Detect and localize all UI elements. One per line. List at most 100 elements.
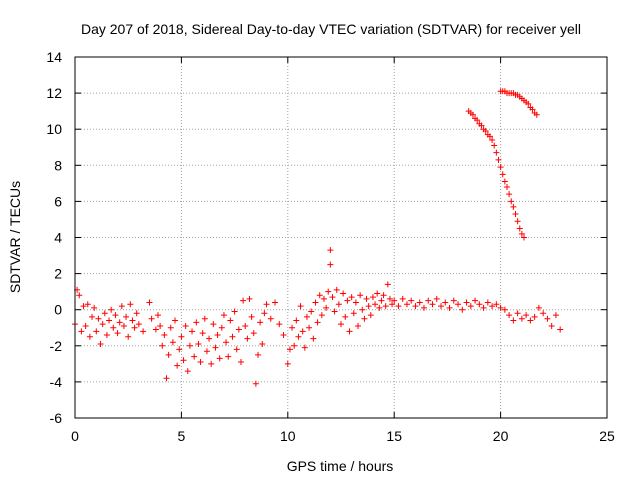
data-point-series-0: [382, 303, 389, 310]
data-point-series-0: [374, 290, 381, 297]
data-point-series-0: [412, 303, 419, 310]
data-point-series-0: [220, 312, 227, 319]
y-tick-label: 0: [54, 302, 62, 318]
data-point-series-0: [280, 331, 287, 338]
data-point-series-0: [544, 315, 551, 322]
data-point-series-0: [165, 351, 172, 358]
data-point-series-0: [286, 346, 293, 353]
data-point-series-1: [491, 142, 498, 149]
data-point-series-0: [231, 308, 238, 315]
data-point-series-0: [329, 294, 336, 301]
data-point-series-1: [514, 218, 521, 225]
data-point-series-0: [369, 294, 376, 301]
x-axis-label: GPS time / hours: [287, 458, 394, 474]
data-point-series-0: [131, 324, 138, 331]
data-point-series-0: [340, 290, 347, 297]
data-point-series-0: [127, 301, 134, 308]
data-point-series-2: [529, 106, 536, 113]
data-point-series-0: [293, 317, 300, 324]
data-point-series-1: [486, 133, 493, 140]
data-point-series-0: [380, 292, 387, 299]
data-point-series-0: [518, 315, 525, 322]
data-point-series-0: [399, 295, 406, 302]
data-point-series-0: [463, 299, 470, 306]
data-point-series-0: [118, 303, 125, 310]
data-point-series-0: [312, 299, 319, 306]
data-point-series-0: [510, 317, 517, 324]
data-point-series-0: [169, 339, 176, 346]
data-point-series-0: [408, 297, 415, 304]
data-point-series-0: [152, 326, 159, 333]
data-point-series-0: [184, 368, 191, 375]
data-point-series-0: [527, 317, 534, 324]
data-point-series-0: [308, 308, 315, 315]
data-point-series-1: [516, 225, 523, 232]
data-point-series-0: [363, 295, 370, 302]
data-point-series-0: [76, 292, 83, 299]
data-point-series-0: [501, 306, 508, 313]
data-point-series-0: [250, 330, 257, 337]
grid-lines: [75, 57, 607, 418]
data-point-series-0: [365, 303, 372, 310]
data-point-series-0: [252, 380, 259, 387]
data-point-series-0: [208, 360, 215, 367]
data-point-series-0: [535, 304, 542, 311]
data-point-series-0: [133, 310, 140, 317]
data-point-series-0: [384, 281, 391, 288]
plot-frame: [74, 56, 608, 419]
data-point-series-0: [97, 340, 104, 347]
y-tick-label: 4: [54, 230, 62, 246]
data-point-series-1: [510, 203, 517, 210]
data-point-series-0: [314, 319, 321, 326]
data-point-series-0: [327, 247, 334, 254]
x-tick-label: 15: [386, 428, 402, 444]
data-point-series-0: [235, 326, 242, 333]
data-point-series-0: [172, 317, 179, 324]
data-point-series-0: [86, 333, 93, 340]
data-point-series-0: [267, 315, 274, 322]
data-point-series-0: [348, 294, 355, 301]
data-point-series-1: [474, 117, 481, 124]
data-point-series-0: [91, 304, 98, 311]
data-point-series-0: [506, 312, 513, 319]
data-point-series-0: [476, 301, 483, 308]
data-point-series-0: [552, 312, 559, 319]
data-point-series-0: [344, 297, 351, 304]
data-point-series-0: [159, 342, 166, 349]
data-point-series-0: [386, 295, 393, 302]
data-point-series-0: [103, 331, 110, 338]
data-point-series-0: [514, 310, 521, 317]
y-tick-label: -4: [50, 374, 63, 390]
data-point-series-0: [323, 304, 330, 311]
data-point-series-0: [229, 333, 236, 340]
data-point-series-0: [276, 321, 283, 328]
data-point-series-0: [338, 321, 344, 328]
data-point-series-0: [299, 328, 306, 335]
data-point-series-0: [484, 299, 491, 306]
x-tick-label: 5: [178, 428, 186, 444]
data-point-series-0: [438, 303, 445, 310]
data-point-series-0: [110, 324, 117, 331]
data-point-series-0: [467, 303, 474, 310]
data-point-series-0: [237, 359, 244, 366]
data-point-series-0: [350, 310, 357, 317]
data-point-series-0: [78, 328, 85, 335]
y-axis-label: SDTVAR / TECUs: [7, 181, 23, 293]
data-point-series-0: [174, 362, 181, 369]
data-point-series-0: [259, 340, 266, 347]
data-point-series-0: [433, 295, 440, 302]
data-point-series-0: [93, 328, 100, 335]
data-point-series-0: [372, 301, 379, 308]
data-points: [72, 88, 564, 387]
data-point-series-0: [310, 335, 317, 342]
data-point-series-0: [225, 353, 232, 360]
data-point-series-0: [403, 301, 410, 308]
data-point-series-0: [442, 299, 449, 306]
data-point-series-0: [357, 292, 364, 299]
data-point-series-0: [146, 299, 153, 306]
y-tick-label: 14: [46, 49, 62, 65]
data-point-series-1: [506, 191, 513, 198]
y-tick-label: -6: [50, 410, 63, 426]
y-tick-label: 8: [54, 157, 62, 173]
